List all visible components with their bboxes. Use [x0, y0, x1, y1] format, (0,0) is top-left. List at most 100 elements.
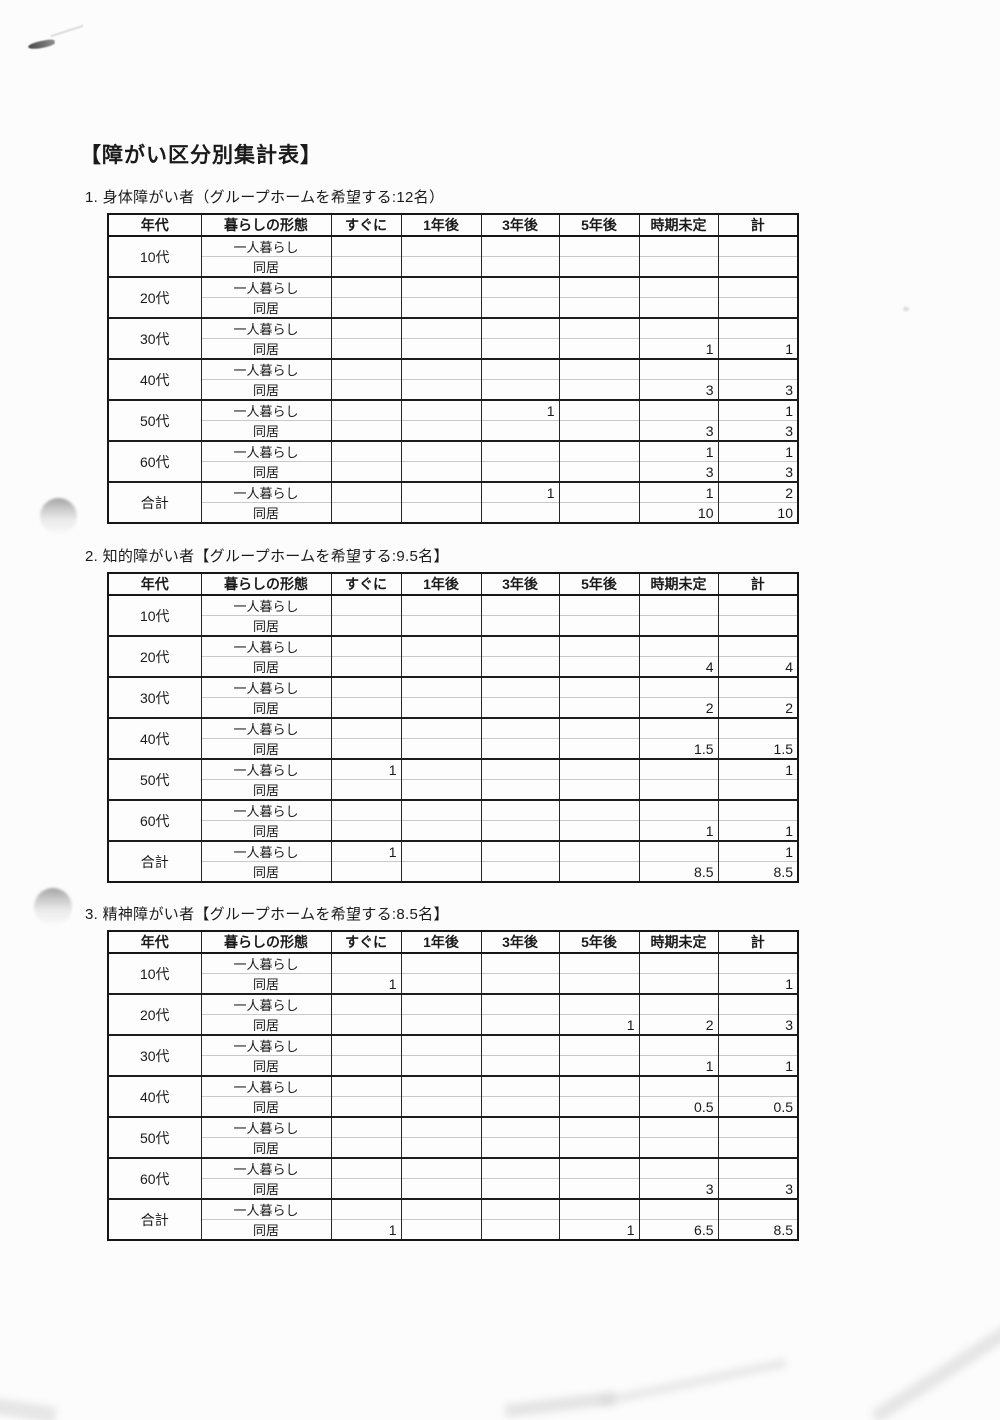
- column-header: 暮らしの形態: [200, 572, 332, 596]
- value-cell: [400, 276, 482, 298]
- living-form-cell: 同居: [200, 502, 332, 523]
- living-form-cell: 一人暮らし: [200, 799, 332, 821]
- value-cell: [330, 717, 402, 739]
- age-group-cell: 20代: [107, 635, 202, 677]
- living-form-cell: 一人暮らし: [200, 399, 332, 421]
- column-header: 時期未定: [638, 213, 719, 237]
- column-header: 5年後: [558, 213, 640, 237]
- value-cell: [480, 615, 560, 636]
- age-group-cell: 40代: [107, 717, 202, 759]
- value-cell: [480, 758, 560, 780]
- value-cell: [400, 1096, 482, 1117]
- value-cell: [400, 738, 482, 759]
- value-cell: 1: [330, 758, 402, 780]
- living-form-cell: 同居: [200, 861, 332, 882]
- value-cell: [400, 993, 482, 1015]
- value-cell: [558, 993, 640, 1015]
- column-header: すぐに: [330, 930, 402, 954]
- value-cell: [558, 973, 640, 994]
- living-form-cell: 一人暮らし: [200, 595, 332, 616]
- value-cell: [717, 256, 799, 277]
- value-cell: [480, 1096, 560, 1117]
- value-cell: [330, 276, 402, 298]
- value-cell: [717, 1137, 799, 1158]
- value-cell: [638, 358, 719, 380]
- value-cell: [480, 779, 560, 800]
- value-cell: 3: [717, 420, 799, 441]
- living-form-cell: 一人暮らし: [200, 1198, 332, 1220]
- value-cell: 8.5: [638, 861, 719, 882]
- value-cell: [480, 256, 560, 277]
- column-header: 3年後: [480, 213, 560, 237]
- value-cell: [330, 676, 402, 698]
- living-form-cell: 同居: [200, 1096, 332, 1117]
- age-group-cell: 40代: [107, 358, 202, 400]
- value-cell: [400, 840, 482, 862]
- value-cell: 1: [330, 973, 402, 994]
- value-cell: [558, 358, 640, 380]
- value-cell: [400, 676, 482, 698]
- value-cell: 3: [638, 1178, 719, 1199]
- value-cell: [717, 317, 799, 339]
- living-form-cell: 一人暮らし: [200, 481, 332, 503]
- value-cell: [480, 820, 560, 841]
- value-cell: 1: [558, 1014, 640, 1035]
- value-cell: [480, 276, 560, 298]
- hole-punch-shadow: [34, 888, 72, 926]
- living-form-cell: 一人暮らし: [200, 1116, 332, 1138]
- value-cell: [717, 779, 799, 800]
- value-cell: [558, 256, 640, 277]
- value-cell: [558, 1075, 640, 1097]
- value-cell: 8.5: [717, 1219, 799, 1240]
- value-cell: 1: [717, 820, 799, 841]
- living-form-cell: 同居: [200, 738, 332, 759]
- column-header: すぐに: [330, 213, 402, 237]
- value-cell: 1: [330, 840, 402, 862]
- value-cell: [717, 297, 799, 318]
- section-mental-disability: 3. 精神障がい者【グループホームを希望する:8.5名】 年代 暮らしの形態 すぐに…: [85, 903, 799, 1241]
- value-cell: [400, 1034, 482, 1056]
- value-cell: [330, 1178, 402, 1199]
- living-form-cell: 同居: [200, 297, 332, 318]
- value-cell: 3: [638, 461, 719, 482]
- value-cell: [400, 953, 482, 974]
- value-cell: [330, 1116, 402, 1138]
- value-cell: 1: [330, 1219, 402, 1240]
- value-cell: 2: [717, 481, 799, 503]
- value-cell: [480, 656, 560, 677]
- value-cell: [480, 358, 560, 380]
- value-cell: 1: [638, 1055, 719, 1076]
- column-header: 1年後: [400, 213, 482, 237]
- value-cell: [558, 953, 640, 974]
- value-cell: [330, 256, 402, 277]
- value-cell: [638, 236, 719, 257]
- value-cell: [558, 1137, 640, 1158]
- value-cell: [558, 779, 640, 800]
- summary-table-mental: 年代 暮らしの形態 すぐに 1年後 3年後 5年後 時期未定計 10代 一人暮らし 同居 1 1 20代…: [107, 930, 799, 1241]
- hole-punch-shadow: [40, 498, 77, 535]
- value-cell: [638, 840, 719, 862]
- value-cell: [480, 595, 560, 616]
- value-cell: [480, 1178, 560, 1199]
- value-cell: [330, 1137, 402, 1158]
- value-cell: [558, 420, 640, 441]
- value-cell: [330, 1075, 402, 1097]
- value-cell: [638, 1157, 719, 1179]
- living-form-cell: 同居: [200, 1178, 332, 1199]
- value-cell: [558, 1034, 640, 1056]
- value-cell: [480, 379, 560, 400]
- age-group-cell: 50代: [107, 1116, 202, 1158]
- value-cell: [480, 1137, 560, 1158]
- value-cell: 3: [717, 379, 799, 400]
- value-cell: [330, 1014, 402, 1035]
- value-cell: [400, 338, 482, 359]
- value-cell: [480, 1075, 560, 1097]
- value-cell: [717, 717, 799, 739]
- value-cell: [558, 1178, 640, 1199]
- value-cell: [480, 635, 560, 657]
- value-cell: [330, 820, 402, 841]
- value-cell: [400, 502, 482, 523]
- living-form-cell: 同居: [200, 256, 332, 277]
- age-group-cell: 合計: [107, 840, 202, 882]
